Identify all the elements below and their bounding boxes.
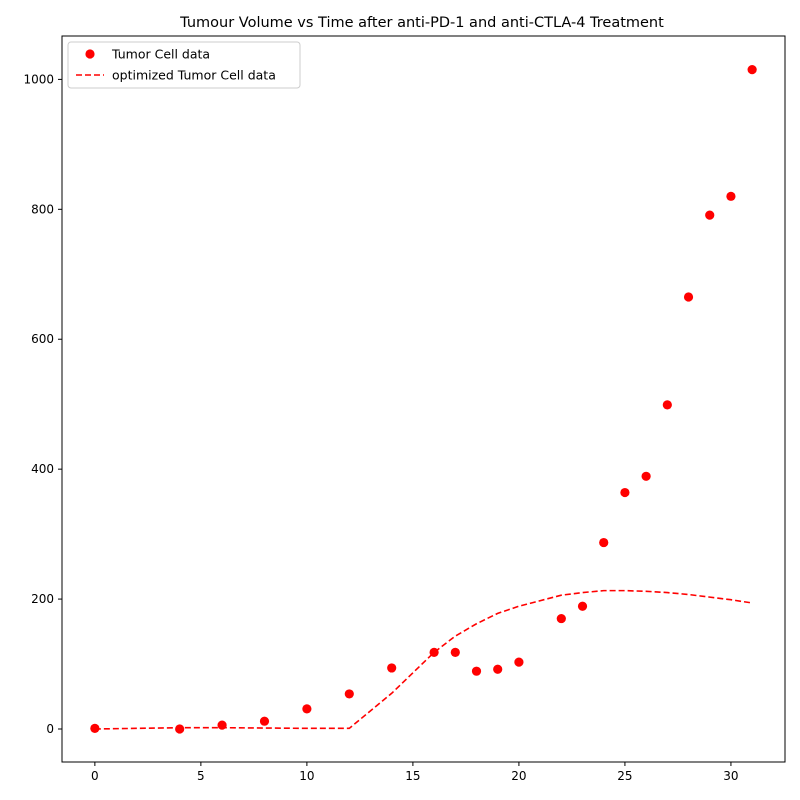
- data-point-tumor-cell: [620, 487, 630, 498]
- legend-marker-swatch: [85, 49, 95, 59]
- y-tick-label: 0: [46, 722, 54, 736]
- x-tick-label: 30: [723, 769, 738, 783]
- data-point-tumor-cell: [175, 724, 185, 734]
- y-tick-label: 800: [31, 202, 54, 216]
- data-point-tumor-cell: [450, 647, 460, 657]
- legend-label: Tumor Cell data: [111, 47, 210, 62]
- x-tick-label: 0: [91, 769, 99, 783]
- y-tick-label: 600: [31, 332, 54, 346]
- y-tick-label: 200: [31, 592, 54, 606]
- series-line-optimized-tumor-cell: [94, 589, 753, 730]
- y-tick-label: 1000: [23, 72, 54, 86]
- legend-box: [67, 41, 301, 89]
- legend-label: optimized Tumor Cell data: [112, 68, 276, 83]
- y-tick-label: 400: [31, 462, 54, 476]
- data-point-tumor-cell: [514, 657, 524, 667]
- x-tick-label: 25: [617, 769, 632, 783]
- data-point-tumor-cell: [726, 191, 736, 201]
- data-point-tumor-cell: [662, 400, 672, 410]
- x-tick-label: 5: [197, 769, 205, 783]
- data-point-tumor-cell: [747, 65, 757, 75]
- x-tick-label: 15: [405, 769, 420, 783]
- x-tick-label: 10: [299, 769, 314, 783]
- data-point-tumor-cell: [471, 666, 482, 676]
- axes-frame: [61, 35, 786, 763]
- data-point-tumor-cell: [556, 613, 566, 624]
- data-point-tumor-cell: [683, 292, 694, 302]
- plot-area: 0 5 10 15 20 25 30 0 200 400 600 800 1000 Tumor Cell …: [23, 35, 786, 783]
- data-point-tumor-cell: [302, 704, 312, 714]
- data-point-tumor-cell: [344, 689, 354, 699]
- data-point-tumor-cell: [705, 210, 715, 220]
- data-point-tumor-cell: [387, 663, 397, 673]
- data-point-tumor-cell: [599, 537, 609, 548]
- data-point-tumor-cell: [259, 716, 270, 726]
- x-tick-label: 20: [511, 769, 526, 783]
- data-point-tumor-cell: [577, 601, 588, 611]
- data-point-tumor-cell: [493, 664, 503, 674]
- chart-title: Tumour Volume vs Time after anti-PD-1 an…: [179, 15, 664, 31]
- data-point-tumor-cell: [641, 471, 651, 481]
